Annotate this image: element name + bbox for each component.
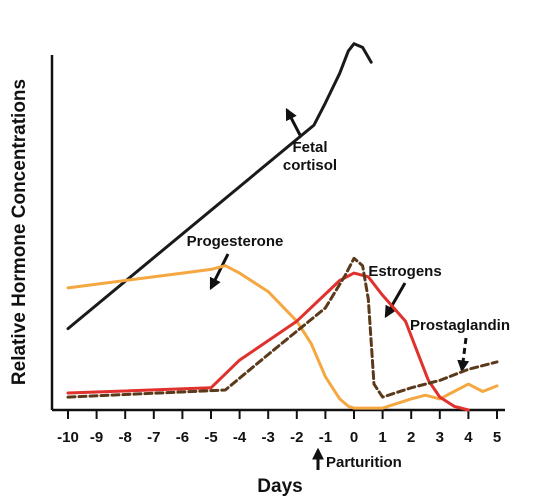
series-line: [66, 256, 499, 399]
x-axis-label: Days: [257, 476, 302, 497]
x-tick-label: -3: [262, 429, 275, 446]
arrow: [384, 282, 407, 319]
x-tick-label: -5: [204, 429, 217, 446]
x-tick-label: -4: [233, 429, 247, 446]
arrow: [209, 253, 230, 291]
y-axis-label: Relative Hormone Concentrations: [9, 79, 30, 385]
arrow: [457, 337, 470, 373]
x-tick-label: 1: [378, 429, 386, 446]
series-line: [66, 42, 373, 331]
annotation: Fetal: [292, 139, 327, 156]
x-tick-label: -2: [290, 429, 303, 446]
series-line: [66, 271, 470, 412]
x-tick-label: -10: [57, 429, 79, 446]
x-tick-label: -1: [319, 429, 332, 446]
series-line: [66, 264, 499, 410]
annotation: cortisol: [283, 157, 337, 174]
x-tick-label: -8: [119, 429, 132, 446]
x-tick-label: 2: [407, 429, 415, 446]
x-tick-label: -6: [176, 429, 189, 446]
annotation: Estrogens: [368, 263, 441, 280]
x-tick-label: -9: [90, 429, 103, 446]
annotation: Prostaglandin: [410, 317, 510, 334]
arrow: [285, 107, 302, 136]
x-tick-label: -7: [147, 429, 160, 446]
annotation: Progesterone: [187, 233, 284, 250]
annotation: Parturition: [326, 454, 402, 471]
x-tick-label: 5: [493, 429, 501, 446]
x-tick-label: 0: [350, 429, 358, 446]
x-tick-label: 4: [464, 429, 473, 446]
x-tick-label: 3: [436, 429, 444, 446]
